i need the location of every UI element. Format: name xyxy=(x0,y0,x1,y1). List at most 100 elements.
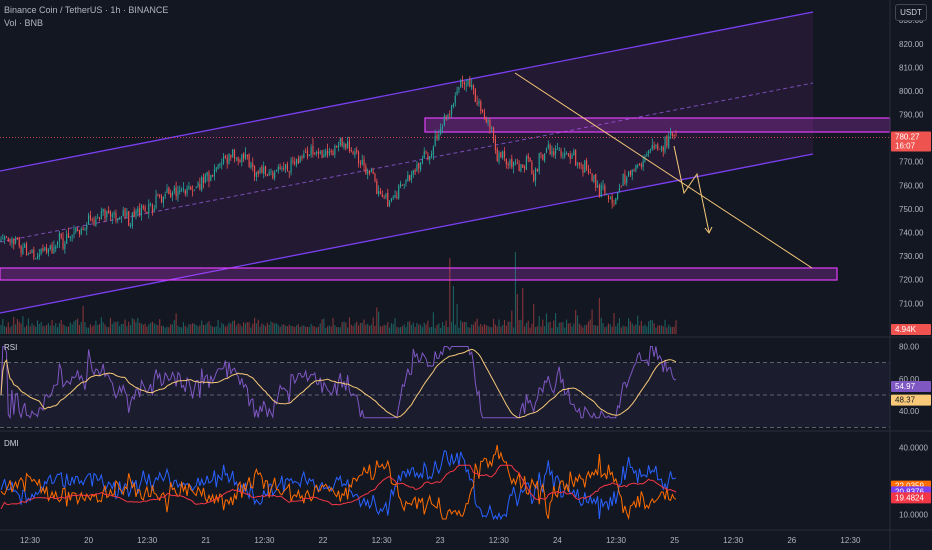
volume-bar xyxy=(75,320,77,334)
volume-bar xyxy=(139,322,141,334)
candle-body xyxy=(266,174,268,176)
volume-bar xyxy=(261,323,263,334)
projection-arrowhead xyxy=(704,226,713,234)
candle-body xyxy=(458,87,460,90)
candle-body xyxy=(219,163,221,166)
candle-body xyxy=(33,249,35,258)
volume-bar xyxy=(160,326,163,334)
volume-bar xyxy=(308,327,310,334)
volume-bar xyxy=(613,313,615,334)
candle-body xyxy=(398,185,400,199)
candle-body xyxy=(133,210,135,218)
ascending-channel[interactable] xyxy=(0,11,814,314)
time-tick-label: 12:30 xyxy=(723,536,744,545)
volume-bar xyxy=(451,321,453,334)
volume-bar xyxy=(140,323,143,334)
candle-body xyxy=(595,174,597,188)
volume-bar xyxy=(254,317,256,334)
volume-bar xyxy=(263,324,265,334)
volume-bar xyxy=(640,320,642,334)
candle-body xyxy=(460,80,462,87)
volume-bar xyxy=(591,309,593,334)
candle-body xyxy=(359,163,361,165)
candle-body xyxy=(120,216,122,218)
dmi-axis[interactable]: 10.0000 40.0000 xyxy=(899,443,928,519)
volume-bar xyxy=(208,321,210,334)
candle-body xyxy=(565,152,568,154)
symbol-title[interactable]: Binance Coin / TetherUS · 1h · BINANCE xyxy=(4,5,169,15)
volume-bar xyxy=(354,323,356,334)
volume-bar xyxy=(80,322,82,334)
volume-bar xyxy=(425,324,427,334)
volume-bar xyxy=(193,323,195,334)
volume-bar xyxy=(606,326,608,334)
volume-bar xyxy=(250,327,252,334)
volume-bar xyxy=(15,324,17,334)
candle-body xyxy=(108,210,110,214)
volume-bar xyxy=(365,324,367,334)
volume-bar xyxy=(518,320,520,334)
candle-body xyxy=(555,148,557,155)
volume-bar xyxy=(463,322,465,334)
time-tick-label: 12:30 xyxy=(840,536,861,545)
candle-body xyxy=(332,151,334,156)
volume-bar xyxy=(545,313,548,334)
candle-body xyxy=(115,212,117,221)
candle-body xyxy=(199,184,201,190)
trendline-annotations[interactable] xyxy=(514,72,813,269)
rsi-title[interactable]: RSI xyxy=(4,343,18,352)
dmi-title[interactable]: DMI xyxy=(4,439,19,448)
time-axis[interactable]: 12:30 20 12:30 21 12:30 22 12:30 23 12:30 24 12:30… xyxy=(20,536,861,545)
candle-body xyxy=(323,154,325,157)
candle-body xyxy=(666,136,668,146)
candle-body xyxy=(301,156,303,159)
supply-demand-zones[interactable] xyxy=(0,117,891,281)
volume-bar xyxy=(427,320,429,334)
candle-body xyxy=(392,197,394,199)
candle-body xyxy=(502,151,504,159)
candle-body xyxy=(354,151,356,156)
candle-body xyxy=(78,230,81,234)
volume-bar xyxy=(432,312,434,334)
volume-bar xyxy=(465,321,467,334)
candle-body xyxy=(449,113,451,115)
volume-bar xyxy=(471,324,473,334)
volume-bar xyxy=(290,325,292,334)
volume-bar xyxy=(117,321,119,334)
candle-body xyxy=(350,149,352,152)
volume-bar xyxy=(95,320,97,334)
candle-body xyxy=(93,219,95,225)
candle-body xyxy=(427,154,429,160)
candle-body xyxy=(139,208,141,216)
volume-bar xyxy=(129,325,132,334)
volume-bar xyxy=(252,323,254,334)
price-tick-label: 720.00 xyxy=(899,276,924,285)
candle-body xyxy=(13,238,15,245)
candle-body xyxy=(15,239,17,244)
rsi-line xyxy=(0,346,677,420)
volume-bar xyxy=(150,322,152,334)
rsi-axis[interactable]: 40.00 60.00 80.00 xyxy=(899,342,920,416)
volume-bar xyxy=(394,318,396,334)
volume-bar xyxy=(47,323,49,334)
currency-unit-button[interactable]: USDT xyxy=(895,4,927,21)
rsi-tick-label: 40.00 xyxy=(899,407,920,416)
volume-bar xyxy=(593,324,595,334)
candle-body xyxy=(201,177,203,191)
volume-bar xyxy=(246,322,248,334)
volume-bar xyxy=(257,319,259,334)
candle-body xyxy=(191,190,194,192)
volume-bar xyxy=(162,325,164,334)
volume-bar xyxy=(600,317,602,334)
candle-body xyxy=(88,215,90,225)
price-tick-label: 750.00 xyxy=(899,205,924,214)
candle-body xyxy=(11,238,13,244)
candle-body xyxy=(540,153,542,155)
price-tick-label: 770.00 xyxy=(899,158,924,167)
volume-title[interactable]: Vol · BNB xyxy=(4,18,44,28)
volume-bar xyxy=(255,323,257,334)
volume-bar xyxy=(611,326,613,334)
candle-body xyxy=(166,188,168,193)
candle-body xyxy=(337,145,340,148)
